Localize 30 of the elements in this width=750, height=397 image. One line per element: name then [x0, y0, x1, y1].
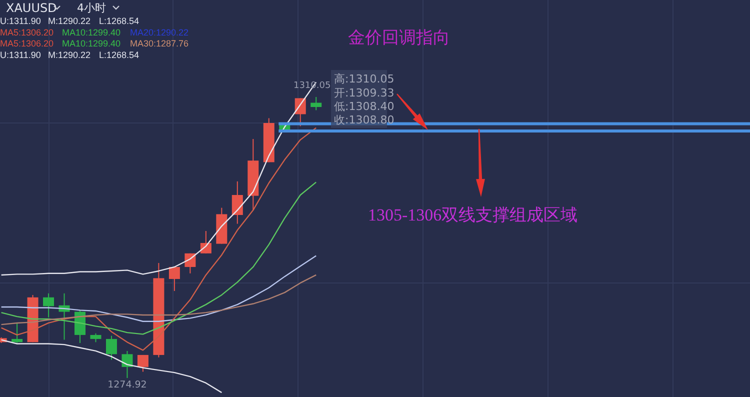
annotation: L:1268.54	[99, 50, 140, 60]
annotation: U:1311.90	[0, 50, 41, 60]
annotation: MA10:1299.40	[62, 38, 121, 48]
annotation: MA5:1306.20	[0, 28, 54, 38]
annotation: XAUUSD	[6, 1, 57, 15]
annotation: MA5:1306.20	[0, 38, 54, 48]
annotation: 收:1308.80	[334, 114, 394, 126]
annotation: U:1311.90	[0, 16, 41, 26]
candlestick	[200, 230, 212, 254]
label-low: 1274.92	[108, 380, 147, 390]
annotation: M:1290.22	[48, 16, 91, 26]
annotation: 高:1310.05	[334, 72, 394, 86]
annotation: L:1268.54	[99, 16, 140, 26]
candlestick	[106, 335, 117, 360]
annotation: 低:1308.40	[334, 100, 394, 113]
annotation: 4小时	[77, 2, 106, 14]
annotation: 1305-1306双线支撑组成区域	[368, 206, 578, 224]
candlestick	[122, 350, 133, 378]
candlestick	[12, 322, 23, 344]
candlestick	[310, 96, 322, 111]
annotation: M:1290.22	[48, 50, 91, 60]
annotation: 开:1309.33	[334, 86, 394, 100]
candlestick	[43, 292, 54, 318]
title: 金价回调指向	[348, 28, 450, 48]
annotation: MA30:1287.76	[130, 38, 189, 48]
annotation: MA10:1299.40	[62, 28, 121, 38]
annotation: MA20:1290.22	[130, 28, 189, 38]
candlestick	[232, 180, 243, 224]
candlestick	[168, 266, 180, 292]
candlestick	[137, 354, 148, 372]
